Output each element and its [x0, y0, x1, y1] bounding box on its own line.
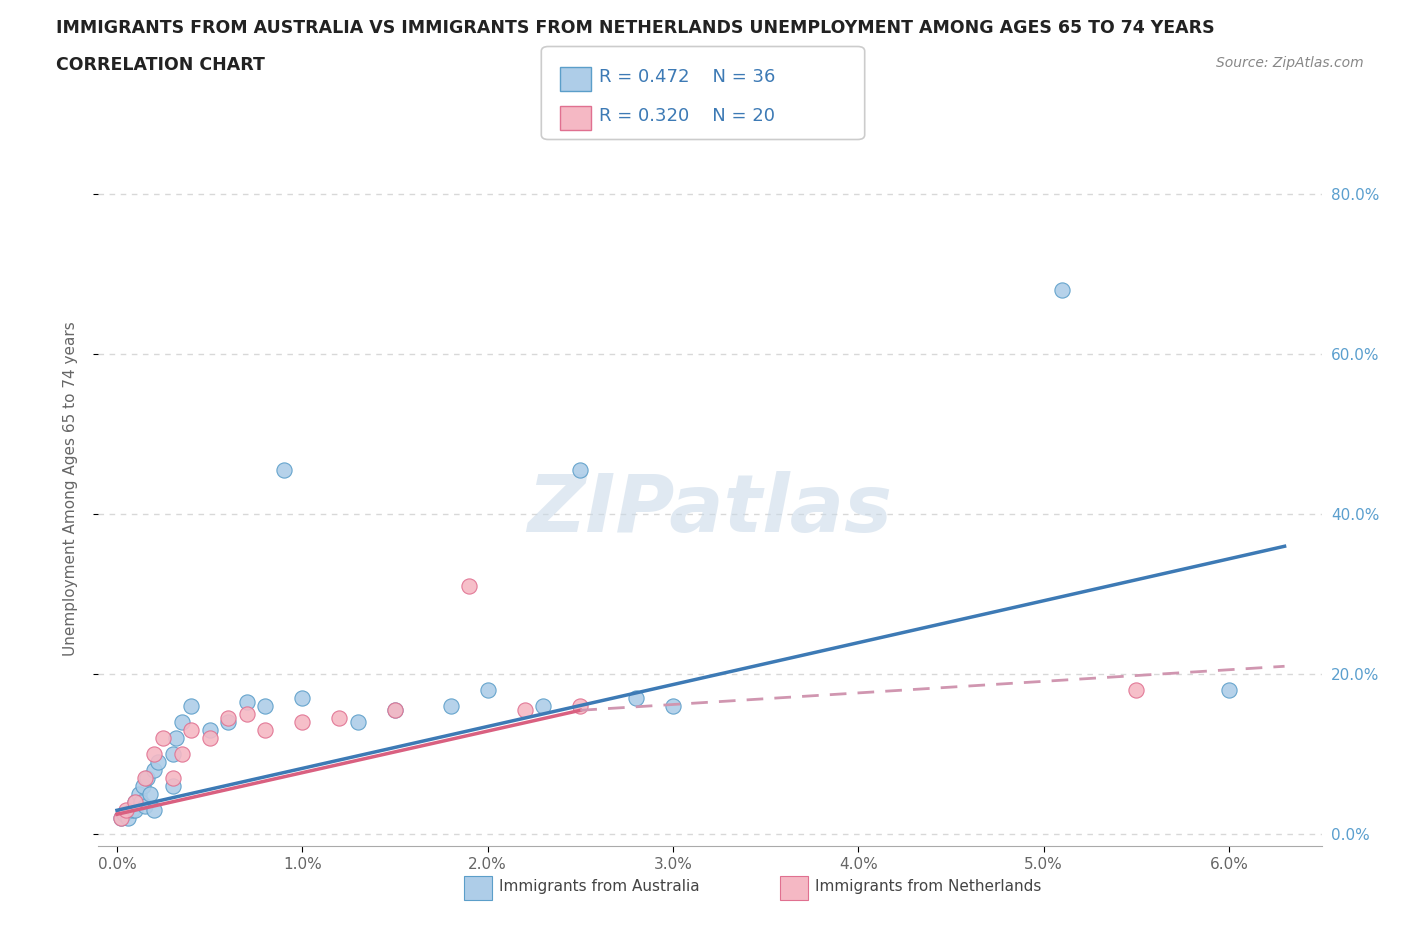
Point: [165, 731, 187, 746]
Point: [162, 771, 184, 786]
Point: [217, 711, 239, 725]
Point: [235, 695, 257, 710]
Point: [273, 463, 295, 478]
Point: [477, 683, 499, 698]
Point: [162, 747, 184, 762]
Point: [180, 698, 202, 713]
Point: [235, 707, 257, 722]
Point: [143, 747, 166, 762]
Point: [170, 715, 193, 730]
Text: R = 0.472    N = 36: R = 0.472 N = 36: [599, 68, 775, 86]
Point: [569, 698, 592, 713]
Point: [291, 691, 314, 706]
Point: [1218, 683, 1240, 698]
Point: [143, 803, 166, 817]
Point: [124, 803, 146, 817]
Point: [129, 795, 152, 810]
Point: [124, 795, 146, 810]
Point: [328, 711, 350, 725]
Point: [217, 715, 239, 730]
Point: [132, 778, 155, 793]
Point: [198, 723, 221, 737]
Point: [662, 698, 685, 713]
Point: [513, 703, 536, 718]
Point: [1125, 683, 1147, 698]
Text: IMMIGRANTS FROM AUSTRALIA VS IMMIGRANTS FROM NETHERLANDS UNEMPLOYMENT AMONG AGES: IMMIGRANTS FROM AUSTRALIA VS IMMIGRANTS …: [56, 19, 1215, 36]
Text: R = 0.320    N = 20: R = 0.320 N = 20: [599, 107, 775, 125]
Point: [128, 787, 150, 802]
Point: [531, 698, 554, 713]
Text: Source: ZipAtlas.com: Source: ZipAtlas.com: [1216, 56, 1364, 70]
Point: [254, 698, 277, 713]
Point: [347, 715, 370, 730]
Point: [134, 799, 156, 814]
Point: [384, 703, 406, 718]
Point: [180, 723, 202, 737]
Point: [146, 755, 169, 770]
Point: [624, 691, 647, 706]
Point: [291, 715, 314, 730]
Point: [162, 778, 184, 793]
Text: CORRELATION CHART: CORRELATION CHART: [56, 56, 266, 73]
Point: [117, 811, 139, 826]
Point: [254, 723, 277, 737]
Point: [1050, 283, 1073, 298]
Point: [139, 787, 162, 802]
Point: [115, 803, 138, 817]
Text: Immigrants from Australia: Immigrants from Australia: [499, 879, 700, 894]
Point: [458, 578, 481, 593]
Text: Immigrants from Netherlands: Immigrants from Netherlands: [815, 879, 1042, 894]
Point: [134, 771, 156, 786]
Point: [112, 807, 135, 822]
Y-axis label: Unemployment Among Ages 65 to 74 years: Unemployment Among Ages 65 to 74 years: [63, 321, 77, 656]
Point: [384, 703, 406, 718]
Point: [152, 731, 174, 746]
Point: [124, 795, 146, 810]
Point: [170, 747, 193, 762]
Point: [110, 811, 132, 826]
Point: [110, 811, 132, 826]
Point: [143, 763, 166, 777]
Point: [439, 698, 461, 713]
Point: [569, 463, 592, 478]
Point: [121, 803, 143, 817]
Point: [198, 731, 221, 746]
Point: [135, 771, 157, 786]
Text: ZIPatlas: ZIPatlas: [527, 471, 893, 549]
